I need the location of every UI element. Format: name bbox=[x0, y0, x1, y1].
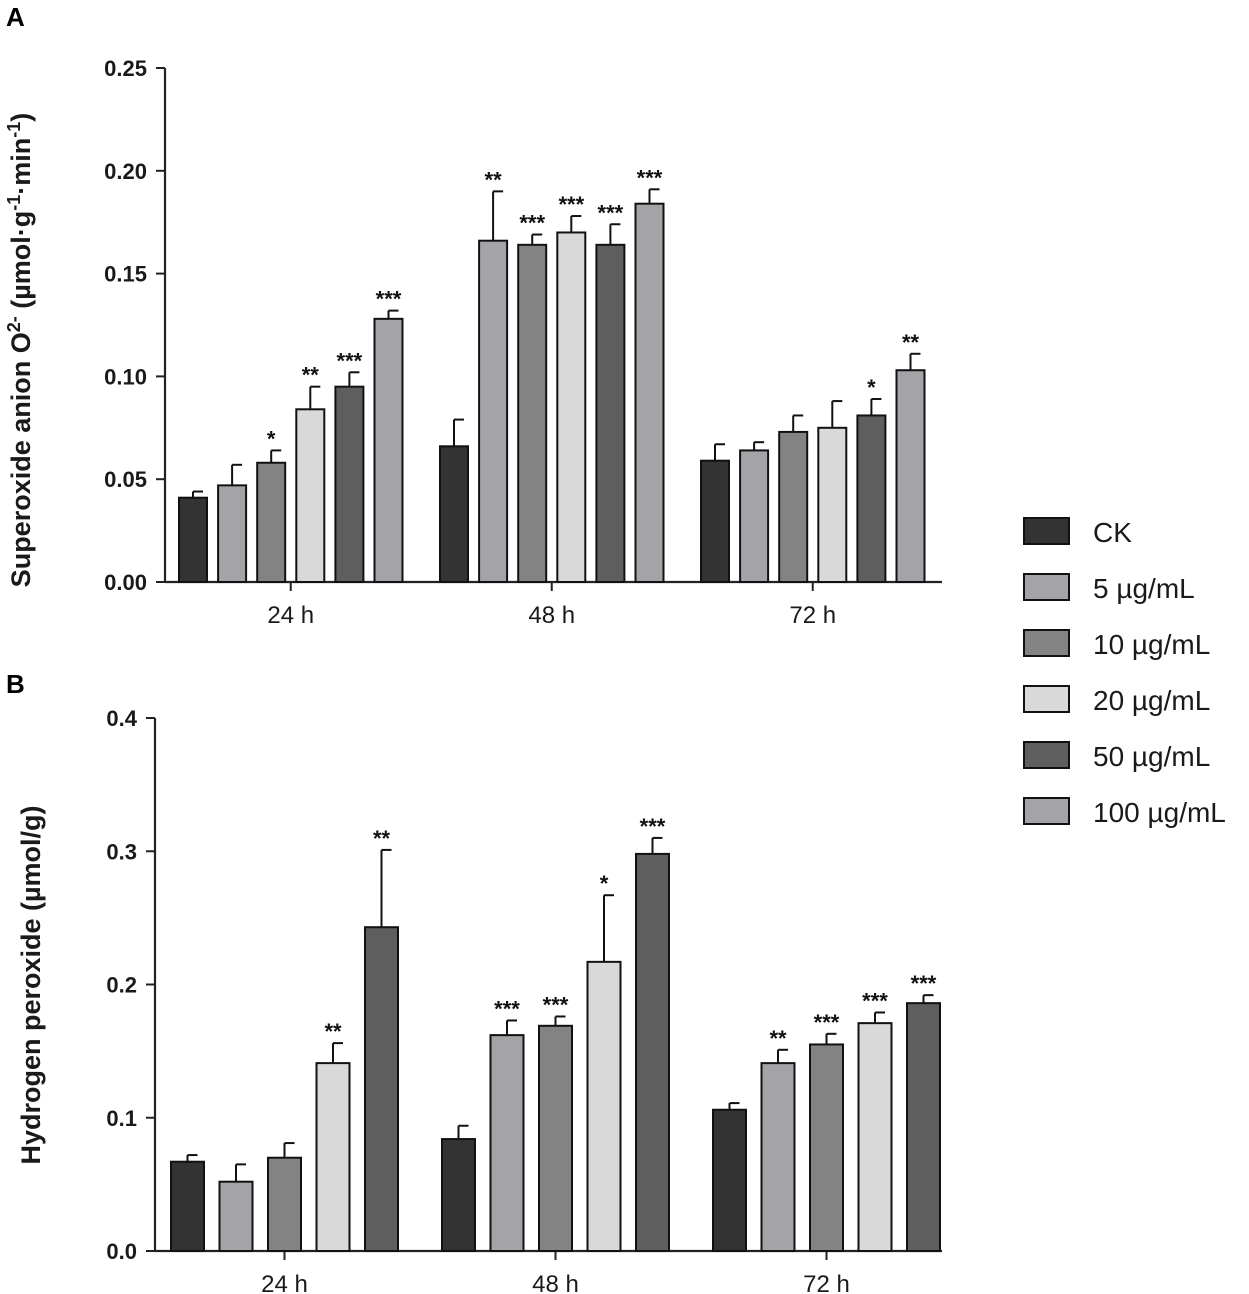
significance-label: * bbox=[867, 375, 876, 400]
bar bbox=[364, 926, 399, 1252]
y-axis-label-a: Superoxide anion O2- (µmol·g-1·min-1) bbox=[4, 113, 36, 588]
bar bbox=[712, 1108, 747, 1252]
y-tick-label: 0.2 bbox=[106, 973, 137, 998]
legend-swatch bbox=[1023, 741, 1070, 769]
significance-label: ** bbox=[485, 167, 503, 192]
bar bbox=[906, 1002, 941, 1253]
bar bbox=[441, 1138, 476, 1252]
bar bbox=[857, 1022, 893, 1253]
bar bbox=[635, 852, 670, 1252]
significance-label: *** bbox=[911, 971, 937, 996]
legend-swatch bbox=[1023, 685, 1070, 713]
x-tick-label: 72 h bbox=[789, 602, 836, 629]
y-tick-label: 0.00 bbox=[104, 570, 147, 595]
y-tick-label: 0.15 bbox=[104, 262, 147, 287]
legend-label: CK bbox=[1093, 517, 1132, 548]
bar bbox=[895, 369, 926, 583]
bar bbox=[439, 445, 469, 583]
significance-label: * bbox=[267, 426, 276, 451]
panel-label-b: B bbox=[6, 669, 25, 699]
y-tick-label: 0.1 bbox=[106, 1106, 137, 1131]
bar bbox=[856, 414, 887, 583]
y-label-a-part2: (µmol·g bbox=[6, 211, 36, 317]
bar bbox=[256, 461, 287, 584]
significance-label: *** bbox=[814, 1010, 840, 1035]
y-axis-label-b: Hydrogen peroxide (µmol/g) bbox=[16, 805, 46, 1164]
bar bbox=[178, 496, 208, 584]
significance-label: *** bbox=[637, 165, 663, 190]
bar bbox=[517, 243, 548, 583]
y-tick-label: 0.10 bbox=[104, 364, 147, 389]
bar bbox=[538, 1024, 573, 1252]
bar bbox=[218, 1180, 254, 1252]
significance-label: *** bbox=[558, 192, 584, 217]
bar bbox=[586, 960, 622, 1252]
x-tick-label: 72 h bbox=[803, 1271, 850, 1294]
significance-label: ** bbox=[324, 1019, 342, 1044]
chart-panel-b: 0.00.10.20.30.424 h****48 h*** *******72 … bbox=[106, 706, 942, 1294]
significance-label: ** bbox=[902, 330, 920, 355]
y-tick-label: 0.20 bbox=[104, 159, 147, 184]
y-label-a-part1: Superoxide anion O bbox=[6, 332, 36, 587]
bar bbox=[739, 449, 770, 583]
bar bbox=[267, 1156, 302, 1252]
x-tick-label: 24 h bbox=[267, 602, 314, 629]
significance-label: *** bbox=[494, 996, 520, 1021]
y-tick-label: 0.25 bbox=[104, 56, 147, 81]
significance-label: ** bbox=[373, 826, 391, 851]
significance-label: *** bbox=[862, 988, 888, 1013]
legend-swatch bbox=[1023, 573, 1070, 601]
significance-label: *** bbox=[543, 992, 569, 1017]
legend-swatch bbox=[1023, 797, 1070, 825]
bar bbox=[373, 317, 404, 583]
bar bbox=[700, 459, 730, 584]
y-label-a-sup3: -1 bbox=[4, 122, 24, 138]
bar bbox=[478, 239, 509, 583]
y-tick-label: 0.05 bbox=[104, 467, 147, 492]
x-tick-label: 48 h bbox=[532, 1271, 579, 1294]
legend-label: 20 µg/mL bbox=[1093, 685, 1210, 716]
y-label-a-part4: ) bbox=[6, 113, 36, 122]
legend-label: 5 µg/mL bbox=[1093, 573, 1195, 604]
legend-label: 10 µg/mL bbox=[1093, 629, 1210, 660]
panel-label-a: A bbox=[6, 2, 25, 32]
y-label-a-sup1: 2- bbox=[4, 316, 24, 332]
bar bbox=[556, 231, 587, 583]
bar bbox=[595, 243, 626, 583]
bar bbox=[217, 484, 248, 584]
significance-label: * bbox=[600, 871, 609, 896]
y-label-a-part3: ·min bbox=[6, 138, 36, 195]
legend: CK 5 µg/mL 10 µg/mL 20 µg/mL 50 µg/mL 100 µg/… bbox=[1023, 517, 1226, 828]
significance-label: *** bbox=[376, 287, 402, 312]
significance-label: *** bbox=[519, 211, 545, 236]
legend-swatch bbox=[1023, 629, 1070, 657]
bar bbox=[817, 426, 848, 583]
bar bbox=[295, 408, 326, 583]
bar bbox=[634, 202, 665, 583]
x-tick-label: 48 h bbox=[528, 602, 575, 629]
legend-label: 100 µg/mL bbox=[1093, 797, 1226, 828]
significance-label: ** bbox=[302, 363, 320, 388]
significance-label: *** bbox=[337, 348, 363, 373]
y-tick-label: 0.3 bbox=[106, 839, 137, 864]
bar bbox=[170, 1160, 205, 1253]
bar bbox=[778, 430, 809, 583]
bar bbox=[315, 1062, 351, 1253]
significance-label: *** bbox=[598, 200, 624, 225]
y-tick-label: 0.4 bbox=[106, 706, 137, 731]
bar bbox=[760, 1062, 796, 1253]
y-label-a-sup2: -1 bbox=[4, 195, 24, 211]
significance-label: *** bbox=[640, 814, 666, 839]
bar bbox=[334, 385, 365, 583]
significance-label: ** bbox=[769, 1026, 787, 1051]
x-tick-label: 24 h bbox=[261, 1271, 308, 1294]
legend-label: 50 µg/mL bbox=[1093, 741, 1210, 772]
bar bbox=[809, 1043, 844, 1253]
legend-swatch bbox=[1023, 517, 1070, 545]
y-tick-label: 0.0 bbox=[106, 1239, 137, 1264]
bar bbox=[489, 1034, 525, 1253]
